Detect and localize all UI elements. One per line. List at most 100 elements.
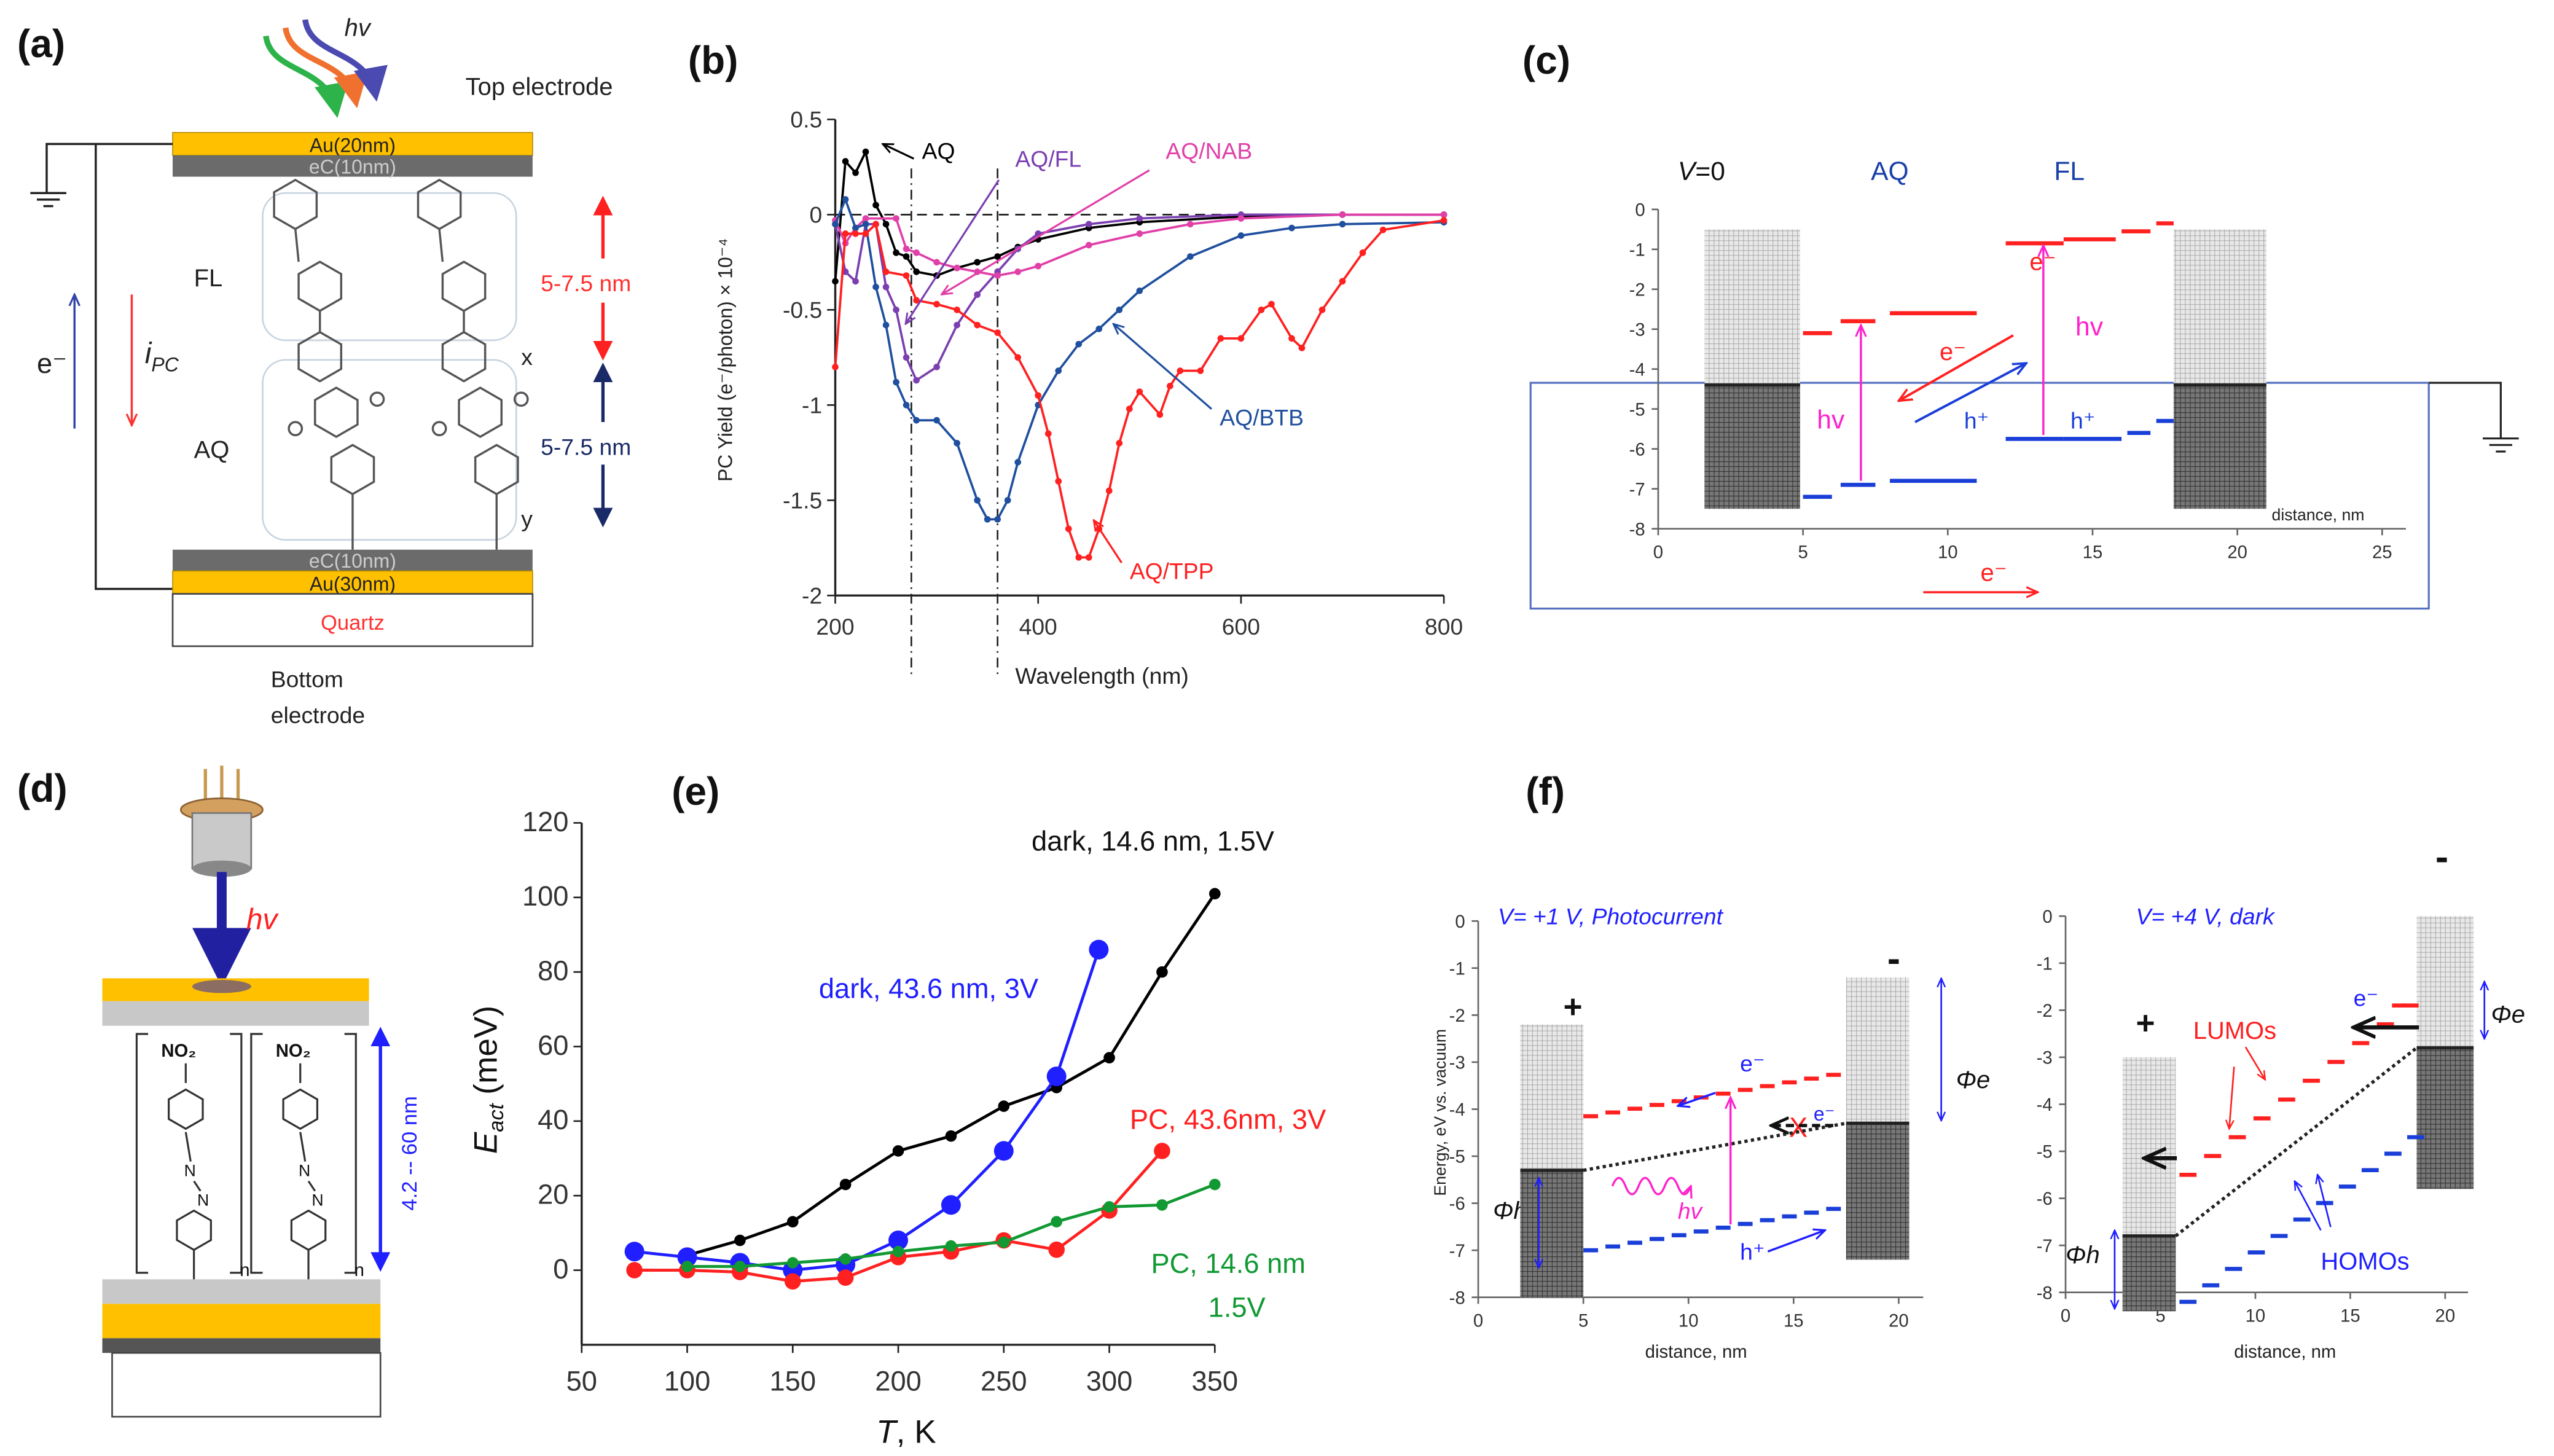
electrode-filled-states (1520, 1170, 1584, 1297)
y-tick-label: -7 (2037, 1236, 2053, 1256)
hole-transfer-arrow (1914, 363, 2026, 423)
y-tick-label: -2 (1629, 280, 1645, 300)
bottom-electrode-carbon (102, 1279, 381, 1304)
ec-top-label: eC(10nm) (309, 155, 396, 178)
data-point (1298, 345, 1306, 351)
anode-plus: + (1564, 988, 1583, 1025)
data-point (1051, 1216, 1062, 1228)
data-point (1136, 388, 1143, 395)
data-point (1339, 278, 1346, 285)
series-label: AQ/FL (1015, 146, 1081, 172)
e-minus-label: e⁻ (37, 348, 67, 379)
series-line (834, 213, 1444, 382)
y-tick-label: 0.5 (790, 107, 822, 133)
data-point (892, 1145, 904, 1157)
potential-drop-line (2174, 1046, 2418, 1237)
n-subscript: n (355, 1260, 364, 1280)
data-point (1258, 307, 1265, 313)
h-plus-label: h⁺ (1964, 408, 1989, 434)
data-point (1075, 554, 1083, 561)
data-point (1136, 215, 1143, 222)
panel-f: (f) V= +1 V, Photocurrent Energy, eV vs.… (1431, 769, 2525, 1362)
x-tick-label: 800 (1425, 614, 1463, 640)
y-tick-label: -6 (1629, 439, 1645, 460)
adhesion-layer (102, 1338, 381, 1353)
data-point (903, 402, 910, 409)
data-point (893, 249, 899, 256)
data-point (998, 1100, 1010, 1112)
x-tick-label: 20 (1889, 1311, 1909, 1331)
data-point (1187, 221, 1194, 228)
data-point (913, 297, 920, 304)
photon-wave-icon (1611, 1176, 1691, 1194)
data-point (913, 377, 920, 384)
bracket (135, 1033, 149, 1274)
data-point (994, 272, 1001, 279)
n-atom: N (197, 1191, 209, 1210)
data-point (1116, 440, 1123, 447)
circuit-wire (45, 143, 184, 590)
data-point (852, 230, 859, 237)
panel-label-b: (b) (688, 38, 738, 82)
e-minus-label: e⁻ (2354, 985, 2378, 1011)
data-point (1085, 221, 1092, 228)
bottom-electrode-label: Bottom (271, 666, 343, 692)
y-tick-label: -1 (1449, 958, 1465, 979)
series-pointer-arrow (1113, 324, 1213, 410)
data-point (1156, 1199, 1168, 1211)
potential-drop-line (1583, 1121, 1847, 1172)
data-point (1105, 487, 1113, 495)
ec-bottom-layer (173, 549, 533, 571)
au-bottom-layer (172, 570, 533, 595)
data-point (1089, 939, 1109, 960)
data-point (832, 221, 839, 228)
data-point (1167, 383, 1173, 389)
data-point (1177, 367, 1184, 374)
x-tick-label: 0 (1473, 1311, 1483, 1331)
data-point (1065, 525, 1072, 533)
homo-pointer (2295, 1181, 2322, 1231)
x-tick-label: 200 (816, 614, 854, 640)
data-point (1288, 224, 1295, 232)
azobenzene-structure (135, 1033, 357, 1280)
y-tick-label: 120 (522, 806, 569, 837)
bond (294, 229, 300, 262)
panel-label-c: (c) (1522, 38, 1570, 82)
bond (438, 229, 444, 262)
y-tick-label: -5 (2037, 1142, 2053, 1162)
benzene-ring (176, 1209, 212, 1251)
y-tick-label: -4 (2037, 1095, 2053, 1115)
e-minus-label: e⁻ (1740, 1051, 1765, 1076)
y-tick-label: 0 (1635, 200, 1645, 221)
lumo-pointer (2229, 1067, 2235, 1129)
data-point (839, 1253, 852, 1265)
x-tick-label: 10 (2246, 1306, 2266, 1326)
x-tick-label: 15 (2340, 1306, 2360, 1326)
series-pointer-arrow (1094, 520, 1122, 563)
y-tick-label: -2 (1449, 1006, 1465, 1026)
data-point (832, 364, 839, 370)
data-point (842, 158, 849, 165)
series-aq-btb (832, 196, 1447, 523)
data-point (974, 496, 981, 504)
data-point (872, 202, 879, 209)
y-tick-label: -7 (1449, 1241, 1465, 1261)
y-tick-label: -0.5 (783, 297, 822, 323)
data-point (1379, 226, 1387, 233)
ground-icon (2483, 437, 2519, 453)
electrode-filled-states (2122, 1235, 2176, 1312)
y-tick-label: -6 (1449, 1194, 1465, 1214)
y-tick-label: -3 (1629, 319, 1645, 340)
benzene-ring (297, 331, 343, 383)
y-axis-label: Eact (meV) (468, 1006, 508, 1154)
y-tick-label: 0 (553, 1253, 568, 1285)
data-point (624, 1242, 644, 1262)
anode-plus: + (2136, 1005, 2155, 1041)
x-tick-label: 15 (1784, 1311, 1804, 1331)
circuit-box (1529, 382, 2430, 610)
ground-icon (30, 192, 66, 208)
n-atom: N (311, 1191, 323, 1210)
y-tick-label: 0 (809, 202, 822, 228)
data-point (913, 268, 920, 275)
benzene-ring (297, 260, 343, 312)
